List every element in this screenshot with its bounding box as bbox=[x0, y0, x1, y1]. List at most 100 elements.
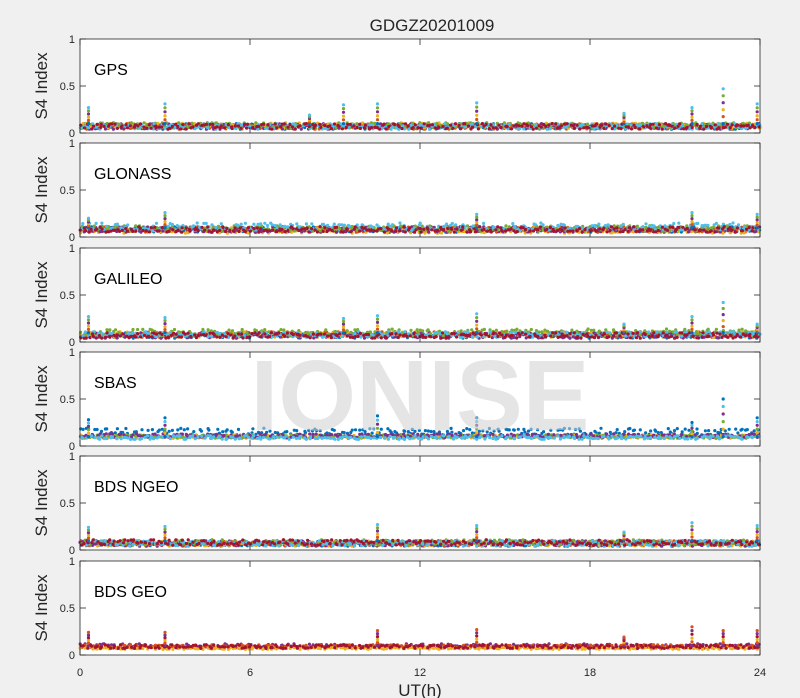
data-point bbox=[275, 229, 279, 233]
data-point bbox=[672, 221, 676, 226]
data-point bbox=[629, 127, 634, 131]
data-point bbox=[531, 127, 535, 131]
data-point bbox=[548, 127, 552, 131]
data-point bbox=[648, 125, 652, 130]
data-point bbox=[271, 228, 275, 232]
data-point bbox=[149, 126, 153, 130]
data-point bbox=[378, 127, 382, 131]
data-point bbox=[196, 122, 200, 126]
data-point bbox=[457, 123, 461, 127]
data-point bbox=[204, 122, 209, 126]
data-point bbox=[293, 123, 297, 127]
spike-point bbox=[163, 220, 167, 224]
data-point bbox=[702, 127, 706, 131]
data-point bbox=[459, 228, 463, 232]
data-point bbox=[184, 226, 188, 230]
data-point bbox=[379, 227, 383, 231]
data-point bbox=[441, 125, 445, 129]
data-point bbox=[681, 225, 685, 229]
data-point bbox=[681, 124, 685, 128]
data-point bbox=[337, 124, 341, 128]
data-point bbox=[142, 125, 146, 129]
data-point bbox=[283, 224, 287, 228]
data-point bbox=[221, 225, 225, 229]
data-point bbox=[159, 125, 164, 129]
data-point bbox=[256, 124, 261, 128]
data-point bbox=[394, 226, 399, 230]
data-point bbox=[522, 122, 526, 126]
data-point bbox=[736, 123, 740, 127]
data-point bbox=[79, 330, 83, 334]
data-point bbox=[670, 124, 674, 128]
data-point bbox=[91, 124, 96, 128]
data-point bbox=[609, 225, 614, 229]
data-point bbox=[612, 224, 616, 228]
data-point bbox=[102, 124, 106, 128]
data-point bbox=[255, 226, 259, 230]
data-point bbox=[195, 221, 199, 225]
data-point bbox=[575, 229, 579, 233]
spike-point bbox=[375, 106, 380, 110]
data-point bbox=[262, 122, 266, 126]
data-point bbox=[733, 230, 737, 234]
data-point bbox=[318, 229, 323, 233]
spike-point bbox=[163, 102, 167, 106]
data-point bbox=[665, 228, 670, 232]
data-point bbox=[575, 123, 579, 127]
data-point bbox=[147, 123, 151, 127]
data-point bbox=[382, 230, 387, 234]
data-point bbox=[461, 225, 465, 229]
data-point bbox=[167, 126, 172, 130]
data-point bbox=[411, 126, 415, 130]
data-point bbox=[167, 229, 171, 233]
spike-point bbox=[690, 223, 694, 227]
data-point bbox=[449, 123, 453, 127]
data-point bbox=[225, 226, 229, 230]
data-point bbox=[204, 221, 208, 225]
data-point bbox=[387, 227, 391, 231]
data-point bbox=[470, 122, 474, 126]
data-point bbox=[113, 122, 117, 126]
axes-background bbox=[80, 248, 760, 342]
data-point bbox=[572, 126, 577, 130]
data-point bbox=[373, 121, 377, 125]
data-point bbox=[246, 226, 250, 230]
data-point bbox=[418, 221, 422, 225]
spike-point bbox=[690, 118, 694, 122]
data-point bbox=[280, 227, 284, 232]
data-point bbox=[99, 125, 103, 129]
data-point bbox=[218, 228, 222, 232]
data-point bbox=[329, 127, 334, 131]
data-point bbox=[265, 223, 270, 228]
data-point bbox=[103, 127, 107, 131]
data-point bbox=[180, 230, 184, 234]
data-point bbox=[568, 226, 572, 230]
data-point bbox=[328, 124, 332, 128]
data-point bbox=[654, 126, 659, 130]
data-point bbox=[227, 328, 231, 332]
data-point bbox=[568, 229, 572, 233]
spike-point bbox=[341, 110, 346, 114]
data-point bbox=[402, 225, 406, 229]
data-point bbox=[156, 121, 160, 125]
spike-point bbox=[163, 211, 167, 215]
data-point bbox=[490, 336, 494, 340]
data-point bbox=[125, 229, 129, 233]
data-point bbox=[547, 123, 551, 127]
data-point bbox=[280, 127, 284, 131]
data-point bbox=[607, 123, 611, 128]
data-point bbox=[223, 126, 227, 130]
spike-point bbox=[690, 122, 694, 126]
data-point bbox=[224, 229, 228, 234]
data-point bbox=[302, 227, 306, 231]
data-point bbox=[628, 226, 632, 230]
data-point bbox=[79, 123, 83, 127]
data-point bbox=[450, 221, 454, 226]
data-point bbox=[418, 226, 422, 231]
data-point bbox=[353, 225, 357, 229]
data-point bbox=[326, 223, 330, 227]
data-point bbox=[334, 230, 339, 234]
data-point bbox=[210, 223, 214, 227]
data-point bbox=[657, 123, 662, 127]
